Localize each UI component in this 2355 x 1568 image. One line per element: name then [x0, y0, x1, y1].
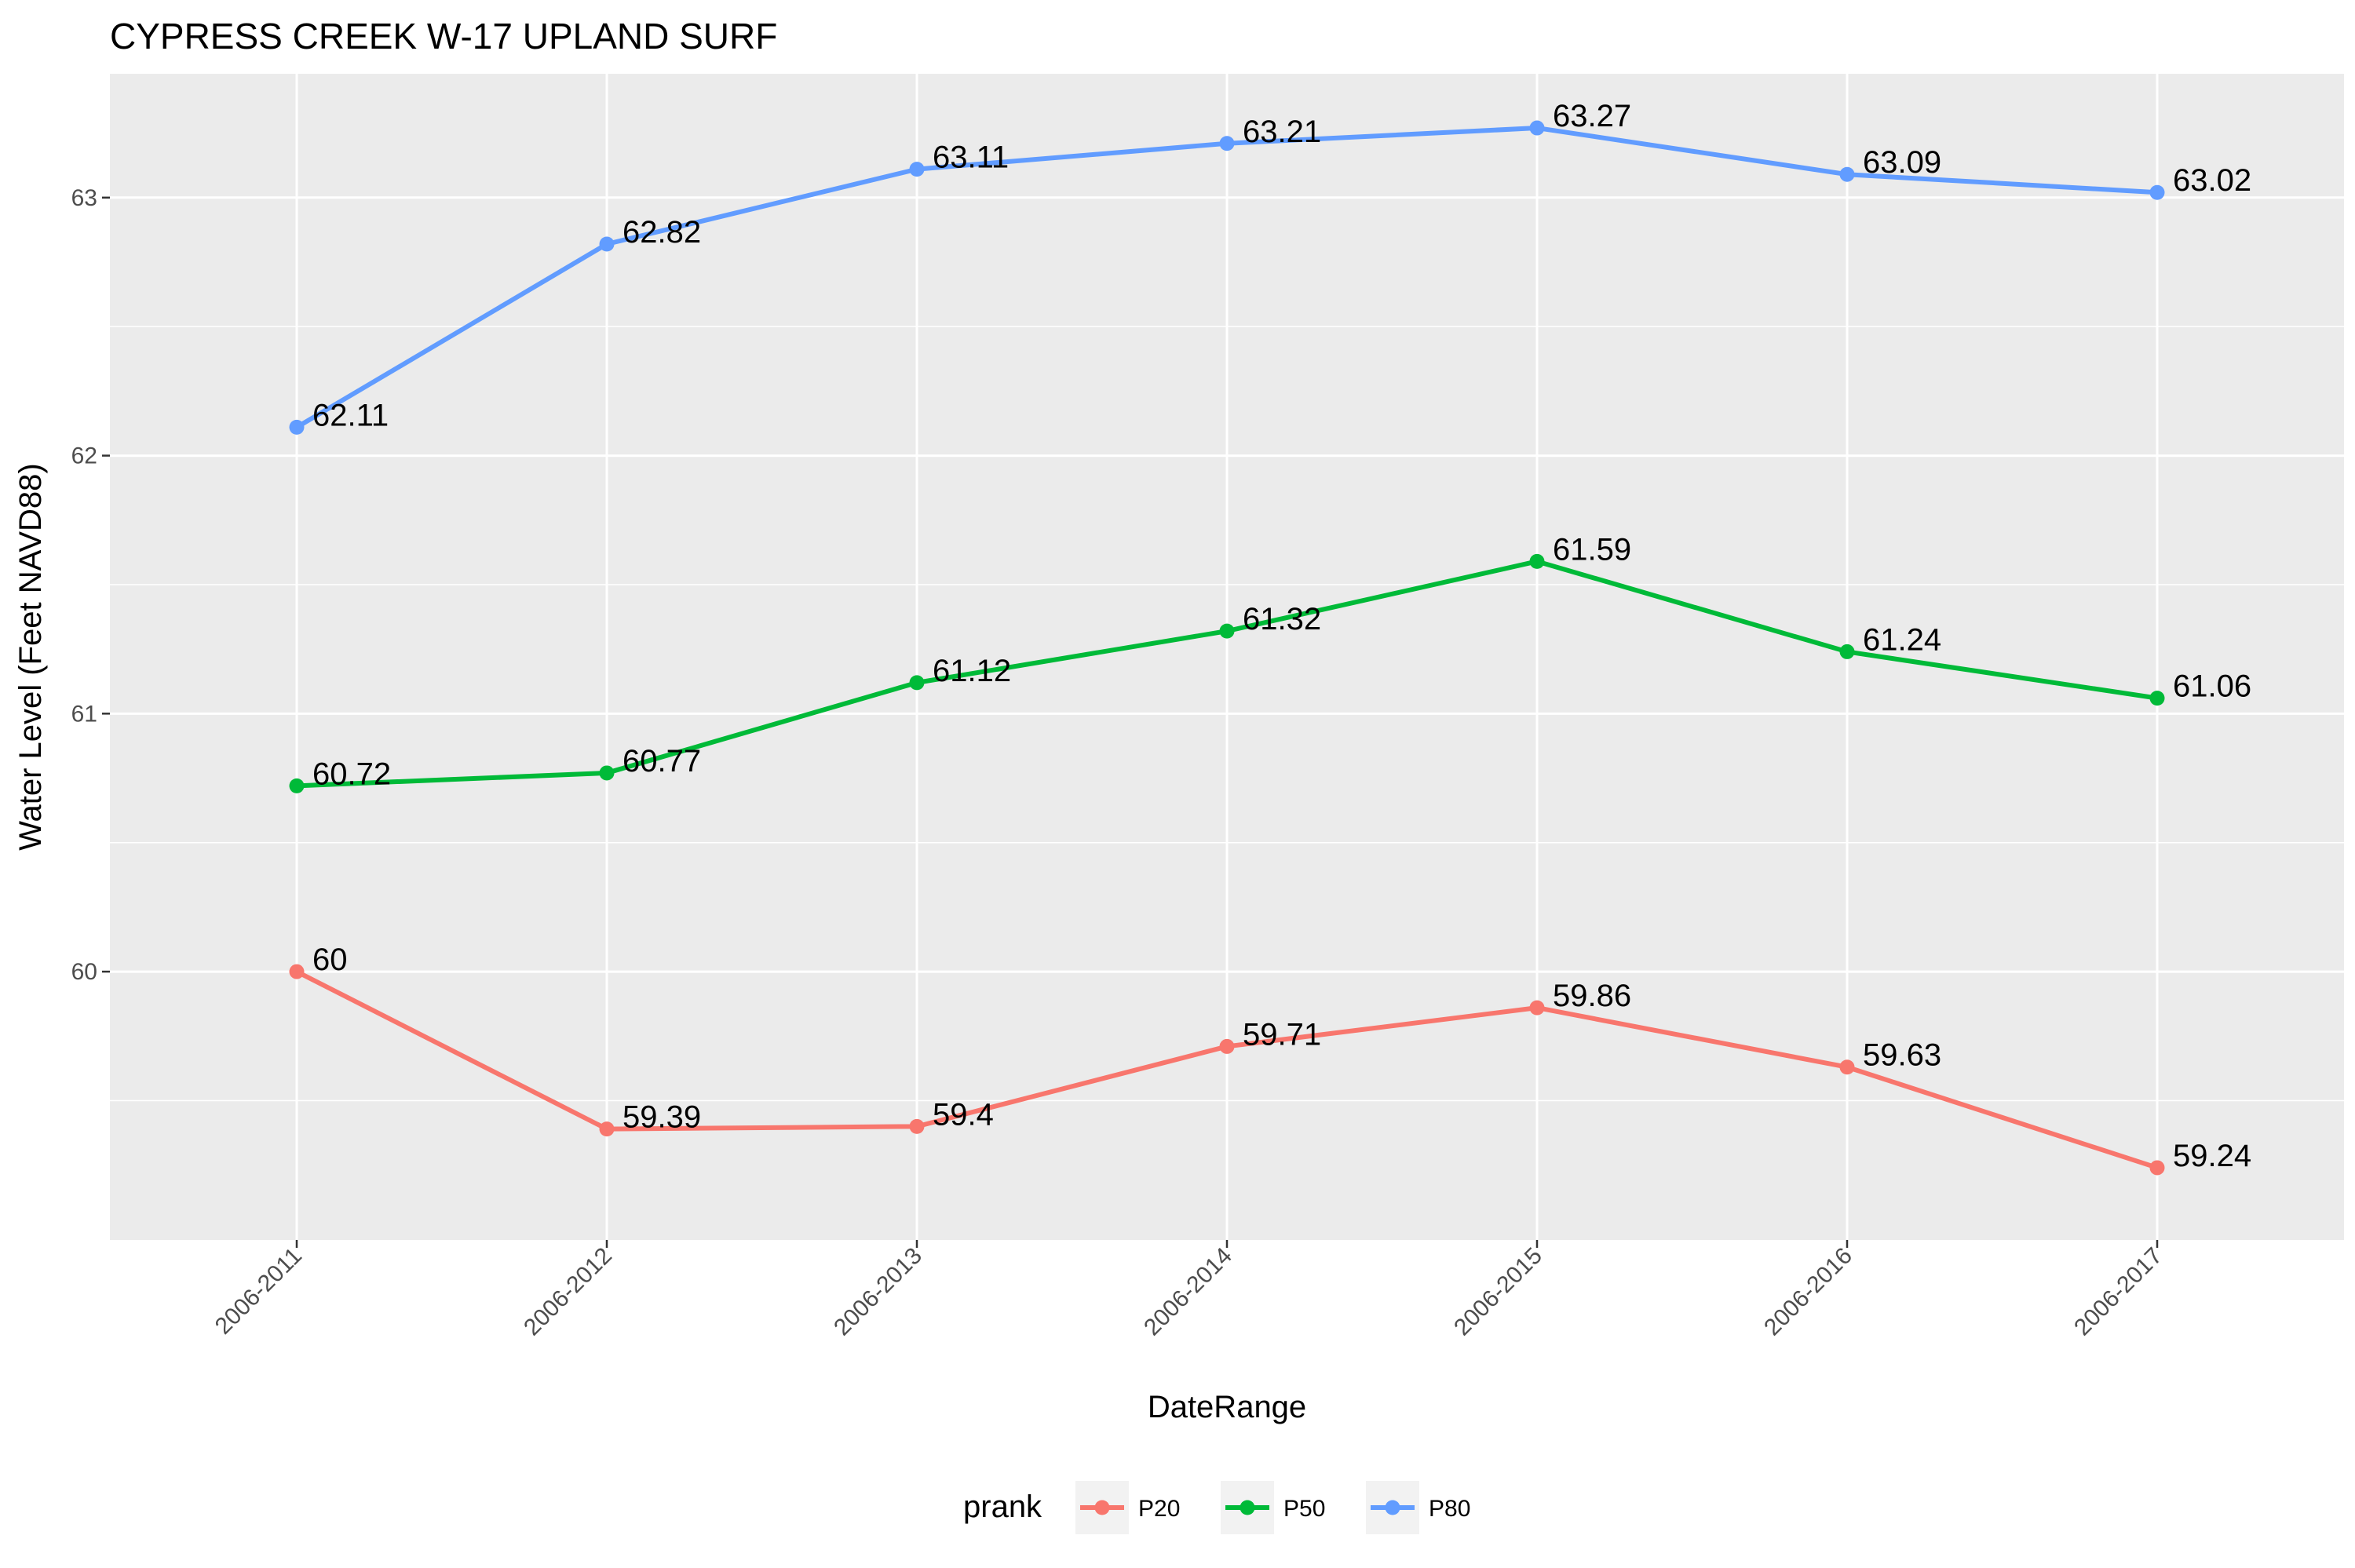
- legend: prank P20 P50 P80: [963, 1481, 1470, 1534]
- data-label-p50: 61.12: [933, 654, 1011, 688]
- data-point-p20: [2149, 1160, 2165, 1176]
- x-axis-title: DateRange: [1148, 1390, 1306, 1424]
- data-label-p20: 59.24: [2173, 1139, 2251, 1173]
- data-point-p20: [289, 964, 305, 979]
- data-label-p80: 63.11: [933, 140, 1009, 175]
- x-tick-label: 2006-2012: [519, 1243, 617, 1341]
- data-label-p50: 61.59: [1553, 532, 1631, 567]
- data-point-p80: [289, 419, 305, 435]
- data-point-p80: [1839, 166, 1855, 182]
- legend-label: P50: [1283, 1496, 1325, 1522]
- data-label-p20: 60: [312, 943, 348, 977]
- x-axis: 2006-2011 2006-2012 2006-2013 2006-2014 2006…: [210, 1240, 2167, 1340]
- data-label-p20: 59.63: [1863, 1038, 1941, 1073]
- data-point-p50: [289, 778, 305, 793]
- data-label-p50: 61.32: [1243, 602, 1321, 636]
- data-point-p20: [909, 1118, 925, 1134]
- x-tick-label: 2006-2013: [829, 1243, 927, 1341]
- data-point-p50: [1529, 553, 1545, 569]
- data-label-p50: 60.77: [623, 744, 701, 779]
- data-point-p20: [1839, 1059, 1855, 1075]
- legend-label: P20: [1138, 1496, 1180, 1522]
- legend-key-point: [1240, 1500, 1255, 1515]
- data-label-p80: 63.21: [1243, 115, 1321, 149]
- data-point-p20: [599, 1121, 615, 1137]
- y-axis: 60 61 62 63: [71, 185, 110, 985]
- data-point-p80: [1529, 120, 1545, 136]
- data-point-p50: [909, 675, 925, 691]
- data-point-p80: [599, 236, 615, 252]
- x-tick-label: 2006-2014: [1139, 1243, 1237, 1341]
- x-tick-label: 2006-2011: [210, 1243, 307, 1340]
- chart-title: CYPRESS CREEK W-17 UPLAND SURF: [110, 16, 777, 57]
- data-point-p80: [909, 162, 925, 177]
- data-point-p80: [2149, 184, 2165, 200]
- data-label-p80: 62.82: [623, 215, 701, 250]
- data-point-p50: [599, 765, 615, 781]
- data-point-p20: [1219, 1038, 1235, 1054]
- data-label-p20: 59.86: [1553, 979, 1631, 1013]
- data-label-p50: 60.72: [312, 757, 391, 791]
- legend-label: P80: [1429, 1496, 1470, 1522]
- data-label-p50: 61.24: [1863, 622, 1941, 657]
- legend-title: prank: [963, 1490, 1042, 1524]
- y-tick-label: 61: [71, 701, 97, 727]
- data-point-p50: [1839, 644, 1855, 659]
- y-tick-label: 60: [71, 959, 97, 985]
- y-tick-label: 62: [71, 443, 97, 469]
- y-tick-label: 63: [71, 185, 97, 211]
- point-labels: 60 59.39 59.4 59.71 59.86 59.63 59.24 60.72 60.7…: [312, 99, 2251, 1173]
- data-label-p80: 63.09: [1863, 145, 1941, 180]
- data-label-p20: 59.4: [933, 1097, 994, 1132]
- x-tick-label: 2006-2016: [1759, 1243, 1857, 1341]
- x-tick-label: 2006-2017: [2069, 1243, 2167, 1341]
- data-point-p50: [1219, 623, 1235, 639]
- data-label-p20: 59.39: [623, 1100, 701, 1135]
- data-label-p80: 62.11: [312, 398, 389, 432]
- x-tick-label: 2006-2015: [1449, 1243, 1547, 1341]
- data-label-p50: 61.06: [2173, 669, 2251, 704]
- legend-key-point: [1385, 1500, 1400, 1515]
- legend-key-point: [1094, 1500, 1110, 1515]
- data-point-p80: [1219, 136, 1235, 151]
- data-point-p50: [2149, 691, 2165, 706]
- data-point-p20: [1529, 1000, 1545, 1016]
- data-label-p20: 59.71: [1243, 1017, 1321, 1052]
- data-label-p80: 63.27: [1553, 99, 1631, 133]
- y-axis-title: Water Level (Feet NAVD88): [13, 463, 48, 851]
- data-label-p80: 63.02: [2173, 163, 2251, 198]
- series-layer: [289, 120, 2165, 1176]
